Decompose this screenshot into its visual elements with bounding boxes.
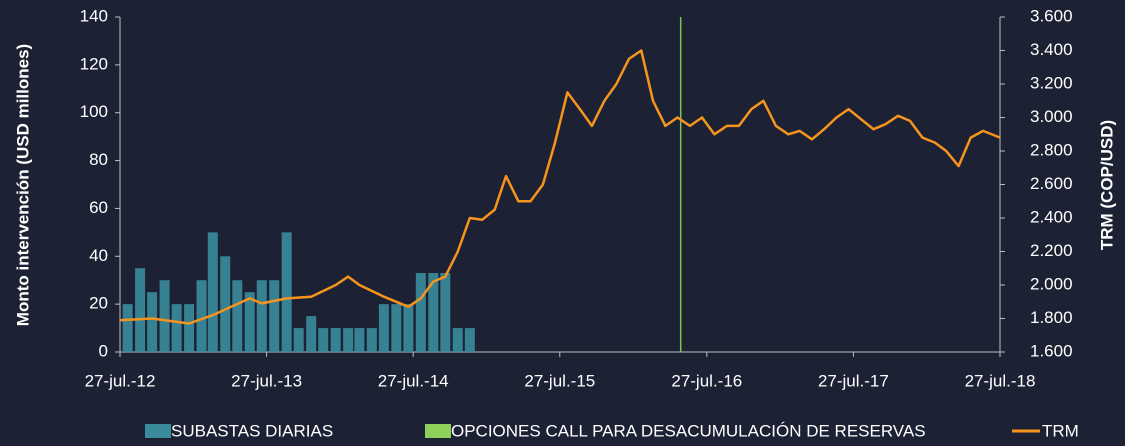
bar xyxy=(679,17,682,352)
y2-tick-label: 3.200 xyxy=(1030,73,1073,92)
y2-tick-label: 2.200 xyxy=(1030,241,1073,260)
x-tick-label: 27-jul.-18 xyxy=(965,371,1036,390)
bar xyxy=(330,328,341,352)
y-axis-title: Monto intervención (USD millones) xyxy=(13,44,32,326)
legend-label: SUBASTAS DIARIAS xyxy=(171,421,333,440)
bar xyxy=(306,316,317,352)
legend-label: TRM xyxy=(1042,421,1079,440)
bar xyxy=(171,304,182,352)
y2-tick-label: 2.000 xyxy=(1030,274,1073,293)
y2-tick-label: 1.600 xyxy=(1030,341,1073,360)
y-tick-label: 20 xyxy=(89,294,108,313)
bar xyxy=(281,232,292,352)
x-tick-label: 27-jul.-14 xyxy=(378,371,449,390)
y2-tick-label: 3.600 xyxy=(1030,6,1073,25)
y-tick-label: 40 xyxy=(89,246,108,265)
bar xyxy=(318,328,329,352)
bar xyxy=(343,328,354,352)
bar xyxy=(366,328,377,352)
x-tick-label: 27-jul.-13 xyxy=(231,371,302,390)
y-tick-label: 120 xyxy=(80,54,108,73)
bar xyxy=(403,304,414,352)
bar xyxy=(244,292,255,352)
legend-swatch xyxy=(425,424,451,438)
bar xyxy=(391,304,402,352)
y-tick-label: 80 xyxy=(89,150,108,169)
y-tick-label: 0 xyxy=(99,341,108,360)
legend-label: OPCIONES CALL PARA DESACUMULACIÓN DE RES… xyxy=(451,421,926,440)
y2-tick-label: 2.400 xyxy=(1030,207,1073,226)
bar xyxy=(428,273,439,352)
x-tick-label: 27-jul.-12 xyxy=(85,371,156,390)
y-tick-label: 100 xyxy=(80,102,108,121)
bar xyxy=(147,292,158,352)
bar xyxy=(440,273,451,352)
line xyxy=(119,49,1001,325)
bar xyxy=(159,280,170,352)
bar xyxy=(464,328,475,352)
legend-swatch xyxy=(145,424,171,438)
bar xyxy=(135,268,146,352)
bar xyxy=(269,280,280,352)
x-tick-label: 27-jul.-15 xyxy=(524,371,595,390)
y-tick-label: 60 xyxy=(89,198,108,217)
bar xyxy=(293,328,304,352)
bar xyxy=(415,273,426,352)
bar xyxy=(452,328,463,352)
y2-tick-label: 3.400 xyxy=(1030,40,1073,59)
y2-tick-label: 2.600 xyxy=(1030,174,1073,193)
bar xyxy=(378,304,389,352)
bar xyxy=(232,280,243,352)
bar xyxy=(354,328,365,352)
bar xyxy=(256,280,267,352)
bar xyxy=(122,304,133,352)
y2-tick-label: 1.800 xyxy=(1030,308,1073,327)
bar xyxy=(207,232,218,352)
y2-axis-title: TRM (COP/USD) xyxy=(1097,120,1116,250)
x-tick-label: 27-jul.-17 xyxy=(818,371,889,390)
bar xyxy=(196,280,207,352)
x-tick-label: 27-jul.-16 xyxy=(671,371,742,390)
bar xyxy=(184,304,195,352)
y-tick-label: 140 xyxy=(80,6,108,25)
y2-tick-label: 2.800 xyxy=(1030,140,1073,159)
y2-tick-label: 3.000 xyxy=(1030,107,1073,126)
bar xyxy=(220,256,231,352)
